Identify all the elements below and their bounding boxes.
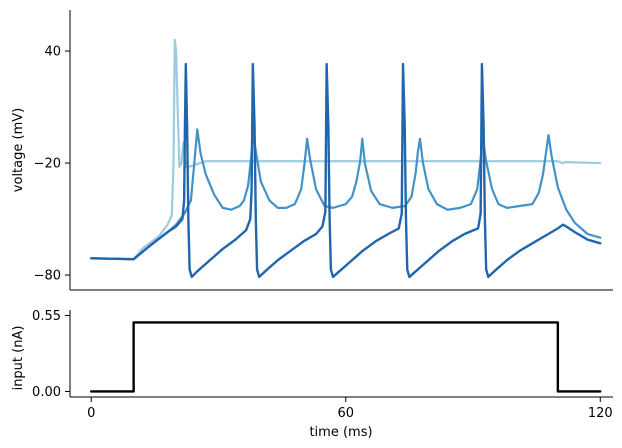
input-y-ticks: 0.55 0.00 [32, 309, 70, 400]
input-trace-1 [90, 321, 602, 393]
input-y-axis-label: input (nA) [11, 326, 26, 391]
voltage-y-axis-label: voltage (mV) [11, 108, 26, 192]
input-y-tick-label: 0.00 [32, 385, 61, 400]
time-x-tick-label: 120 [588, 406, 613, 421]
input-y-tick-label: 0.55 [32, 309, 61, 324]
voltage-y-tick-label: −80 [34, 269, 61, 284]
voltage-trace-1 [90, 38, 602, 261]
input-traces [90, 321, 602, 393]
voltage-y-ticks: 40 −20 −80 [34, 45, 70, 284]
input-panel: 0.55 0.00 0 60 120 time (ms) input (nA) [11, 309, 613, 440]
voltage-trace-3 [90, 62, 602, 279]
voltage-y-tick-label: 40 [44, 45, 61, 60]
voltage-y-tick-label: −20 [34, 157, 61, 172]
voltage-traces [90, 38, 602, 279]
voltage-trace-2 [90, 128, 602, 261]
time-x-axis-label: time (ms) [309, 425, 372, 440]
voltage-panel: 40 −20 −80 voltage (mV) [11, 10, 613, 291]
time-x-tick-label: 60 [337, 406, 354, 421]
time-x-ticks: 0 60 120 [87, 397, 613, 421]
time-x-tick-label: 0 [87, 406, 95, 421]
